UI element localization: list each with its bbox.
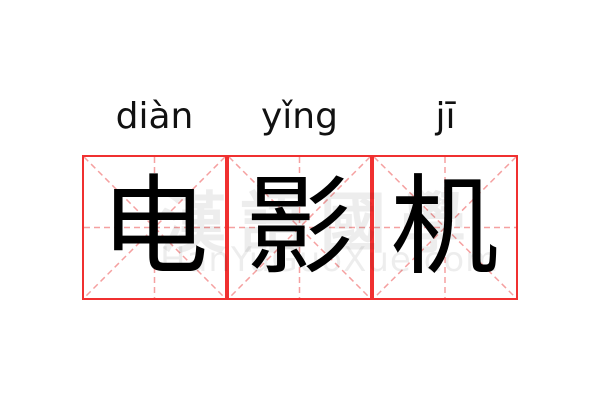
pinyin-1: yǐng <box>261 96 338 137</box>
character: 影 <box>245 165 354 290</box>
grid-guides <box>84 157 225 298</box>
character-cell: 电 <box>82 155 227 300</box>
pinyin-0: diàn <box>115 96 194 137</box>
pinyin-2: jī <box>435 96 456 137</box>
character: 机 <box>390 165 499 290</box>
grid-guides <box>374 157 516 298</box>
character-cell: 影 <box>227 155 372 300</box>
grid-guides <box>229 157 370 298</box>
character: 电 <box>100 165 209 290</box>
character-grid: 电 影 机 <box>82 155 518 300</box>
character-cell: 机 <box>372 155 518 300</box>
